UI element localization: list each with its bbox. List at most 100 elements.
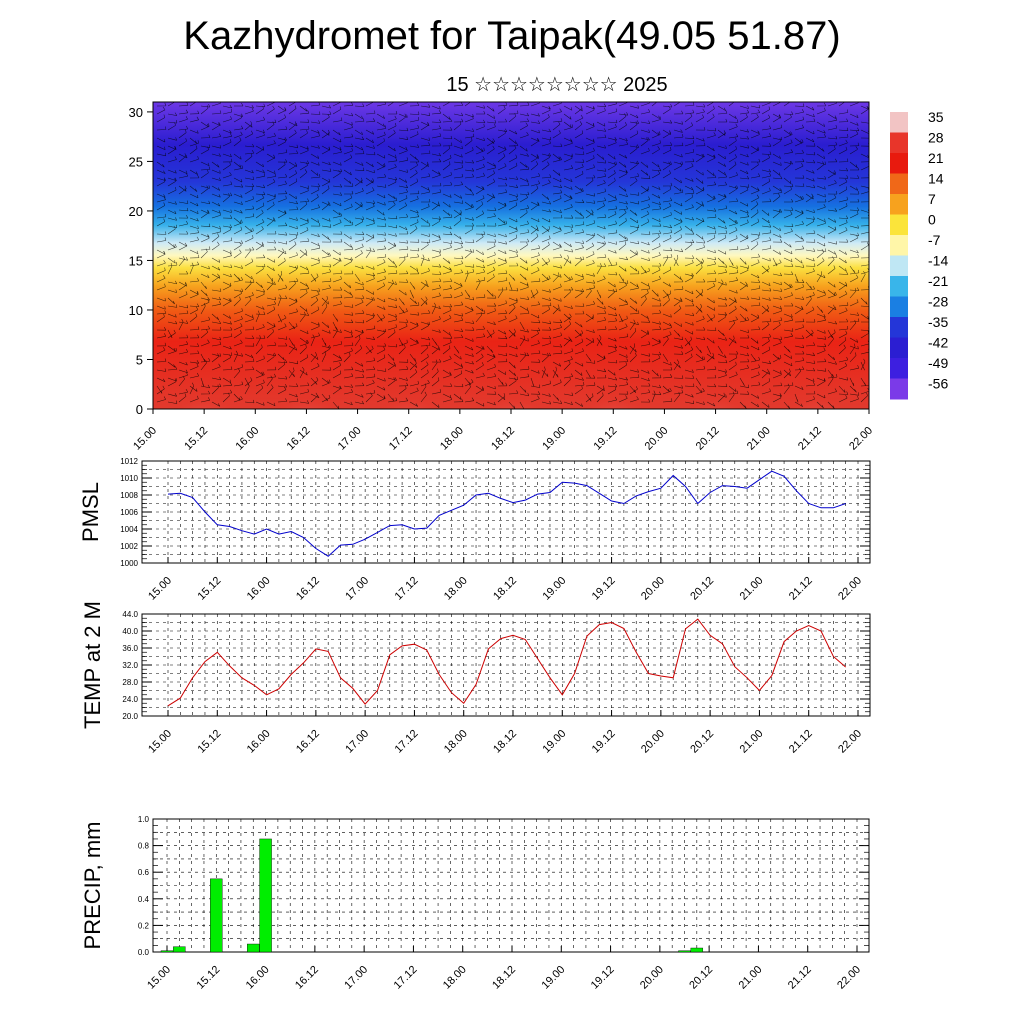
colorbar-label: -14 — [928, 253, 948, 269]
x-tick-label: 17.12 — [393, 575, 421, 603]
colorbar-label: 21 — [928, 150, 944, 166]
y-tick-label: 0 — [136, 402, 143, 417]
x-tick-label: 16.12 — [294, 575, 322, 603]
x-tick-label: 17.12 — [387, 425, 415, 453]
y-tick-label: 1.0 — [138, 815, 150, 824]
x-tick-label: 15.00 — [146, 728, 174, 756]
y-tick-label: 10 — [129, 303, 143, 318]
surface-warm-core — [769, 339, 866, 409]
surface-warm-core — [667, 339, 764, 409]
series-line — [167, 618, 847, 707]
colorbar-label: -49 — [928, 355, 948, 371]
x-tick-label: 15.00 — [131, 425, 159, 453]
x-tick-label: 20.00 — [639, 575, 667, 603]
x-tick-label: 22.00 — [836, 728, 864, 756]
colorbar-label: 28 — [928, 130, 944, 146]
x-tick-label: 19.00 — [539, 964, 567, 992]
x-tick-label: 17.12 — [392, 964, 420, 992]
y-tick-label: 1012 — [120, 457, 138, 466]
colorbar-swatch — [890, 173, 908, 195]
precip-bar — [173, 946, 186, 953]
series-line — [167, 470, 846, 557]
x-tick-label: 19.12 — [590, 728, 618, 756]
y-axis-title: PRECIP, mm — [80, 822, 105, 950]
page-title: Kazhydromet for Taipak(49.05 51.87) — [183, 14, 841, 58]
y-tick-label: 44.0 — [122, 610, 138, 619]
colorbar-swatch — [890, 358, 908, 379]
x-tick-label: 22.00 — [836, 575, 864, 603]
x-tick-label: 21.00 — [737, 964, 765, 992]
y-tick-label: 20.0 — [122, 712, 138, 721]
y-axis-title: TEMP at 2 M — [80, 601, 105, 729]
colorbar-label: -7 — [928, 232, 941, 248]
x-tick-label: 16.00 — [244, 964, 272, 992]
x-tick-label: 17.00 — [343, 728, 371, 756]
y-tick-label: 28.0 — [122, 678, 138, 687]
y-tick-label: 5 — [136, 352, 143, 367]
y-tick-label: 36.0 — [122, 644, 138, 653]
precip-bar — [247, 943, 260, 953]
x-tick-label: 15.00 — [145, 964, 173, 992]
colorbar-swatch — [890, 194, 908, 215]
colorbar-swatch — [890, 296, 908, 318]
x-tick-label: 22.00 — [847, 425, 875, 453]
colorbar-label: -42 — [928, 335, 948, 351]
x-tick-label: 21.00 — [745, 425, 773, 453]
y-axis-title: PMSL — [78, 482, 103, 542]
x-tick-label: 18.12 — [491, 575, 519, 603]
x-tick-label: 21.12 — [796, 425, 824, 453]
colorbar-label: -21 — [928, 273, 948, 289]
y-tick-label: 1006 — [120, 508, 138, 517]
x-tick-label: 17.00 — [336, 425, 364, 453]
wind-barbs — [156, 102, 869, 409]
colorbar-swatch — [890, 235, 908, 256]
y-tick-label: 0.4 — [138, 895, 150, 904]
y-tick-label: 1008 — [120, 491, 138, 500]
y-tick-label: 20 — [129, 204, 143, 219]
precip-bar — [160, 950, 174, 953]
colorbar-label: 0 — [928, 212, 936, 228]
x-tick-label: 20.12 — [688, 728, 716, 756]
precip-bar — [259, 838, 272, 953]
x-tick-label: 18.12 — [491, 728, 519, 756]
x-tick-label: 20.12 — [688, 575, 716, 603]
x-tick-label: 18.12 — [490, 964, 518, 992]
x-tick-label: 20.12 — [687, 964, 715, 992]
x-tick-label: 18.12 — [489, 425, 517, 453]
colorbar-swatch — [890, 317, 908, 338]
surface-warm-core — [156, 339, 253, 409]
y-tick-label: 32.0 — [122, 661, 138, 670]
x-tick-label: 19.12 — [589, 964, 617, 992]
x-tick-label: 19.00 — [540, 728, 568, 756]
x-tick-label: 21.00 — [738, 728, 766, 756]
x-tick-label: 21.12 — [787, 728, 815, 756]
x-tick-label: 16.00 — [245, 575, 273, 603]
precip-bar — [690, 947, 704, 953]
x-tick-label: 15.12 — [194, 964, 222, 992]
x-tick-label: 19.12 — [591, 425, 619, 453]
colorbar-swatch — [890, 337, 908, 359]
colorbar-swatch — [890, 255, 908, 277]
colorbar-label: -28 — [928, 294, 948, 310]
x-tick-label: 18.00 — [442, 728, 470, 756]
y-tick-label: 0.8 — [138, 842, 150, 851]
colorbar-swatch — [890, 153, 908, 174]
x-tick-label: 16.00 — [245, 728, 273, 756]
x-tick-label: 18.00 — [442, 575, 470, 603]
x-tick-label: 20.00 — [638, 964, 666, 992]
colorbar-label: 7 — [928, 191, 936, 207]
precip-bar — [210, 878, 223, 953]
temp-panel: 20.0 24.0 28.0 32.0 36.0 40.0 44.0 15.00 15.12 16… — [80, 601, 871, 756]
x-tick-label: 15.12 — [195, 728, 223, 756]
y-tick-label: 25 — [129, 154, 143, 169]
colorbar-label: 35 — [928, 109, 944, 125]
x-tick-label: 19.00 — [540, 575, 568, 603]
x-tick-label: 17.00 — [343, 575, 371, 603]
colorbar-label: -56 — [928, 376, 948, 392]
x-tick-label: 18.00 — [441, 964, 469, 992]
x-tick-label: 17.00 — [342, 964, 370, 992]
x-tick-label: 20.00 — [643, 425, 671, 453]
page-subtitle: 15 ☆☆☆☆☆☆☆☆ 2025 — [446, 74, 668, 96]
y-tick-label: 30 — [129, 105, 143, 120]
